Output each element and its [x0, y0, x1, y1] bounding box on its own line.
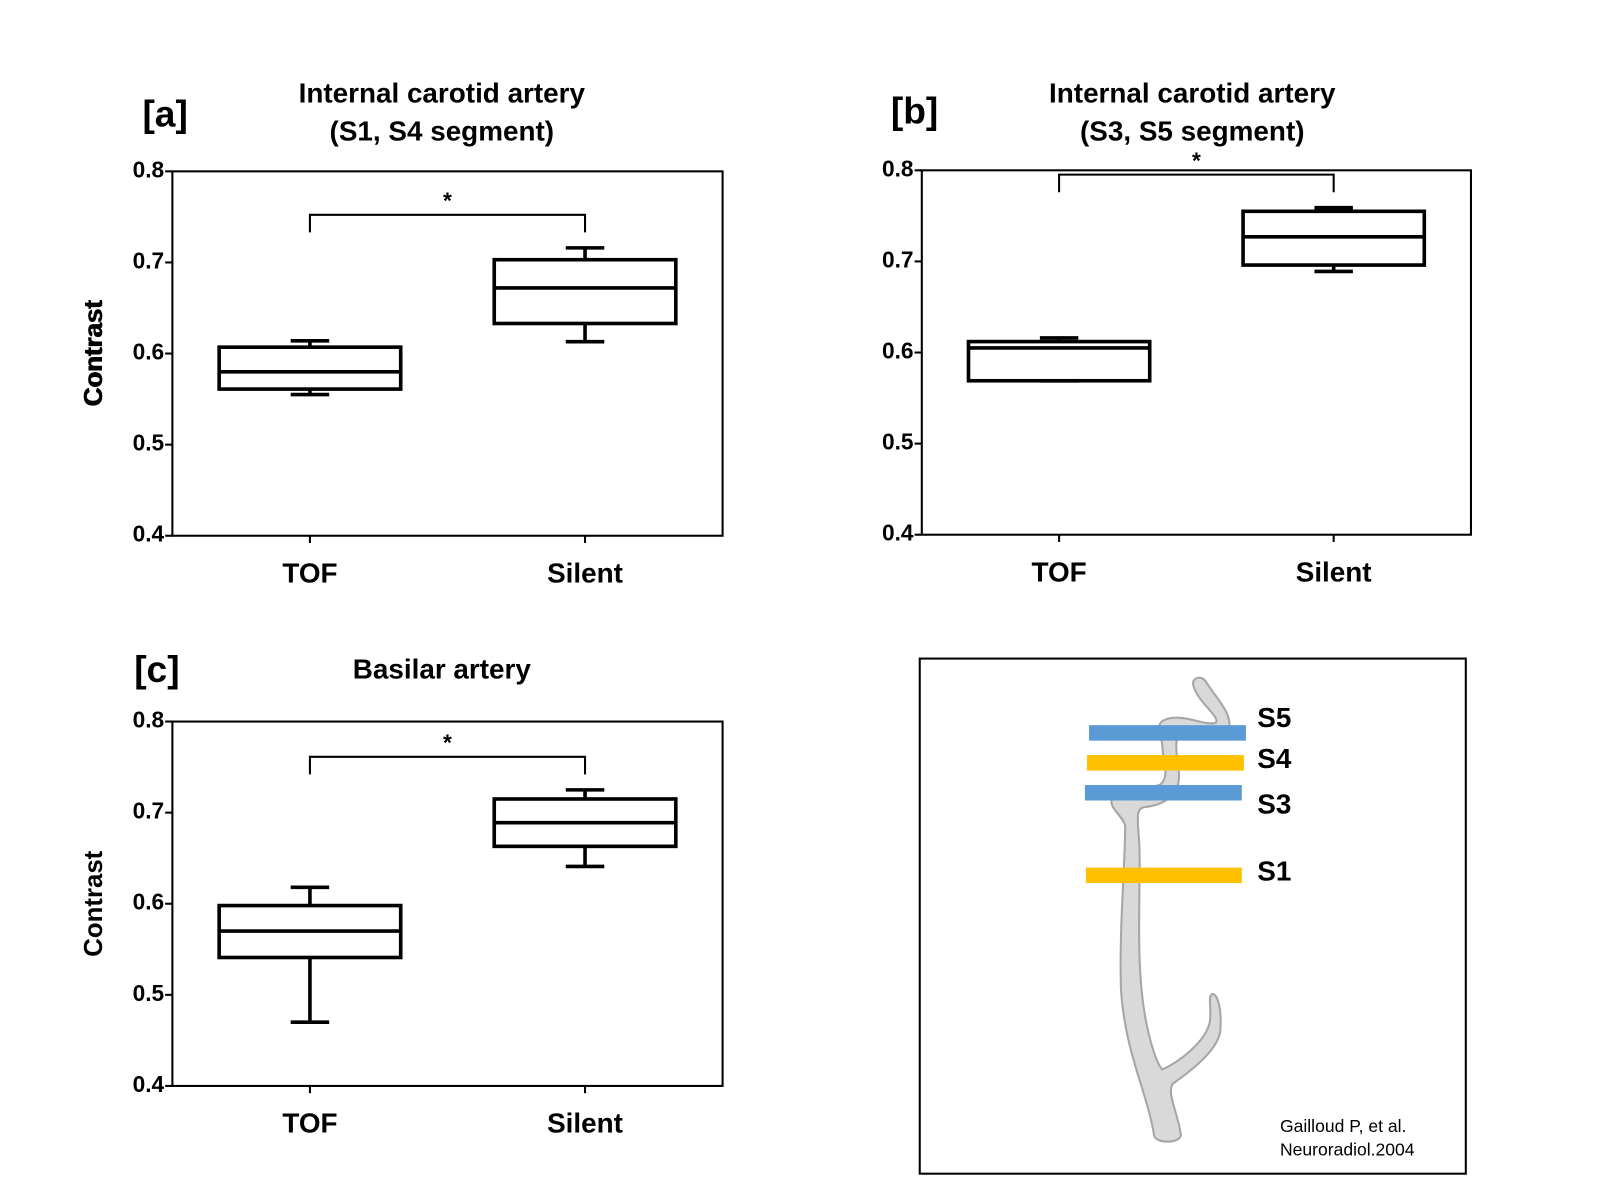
- plot-frame: [171, 720, 724, 1087]
- y-tick-label: 0.8: [133, 707, 165, 733]
- panel-label: [a]: [142, 92, 187, 134]
- x-tick-label: TOF: [282, 1108, 337, 1139]
- y-tick-label: 0.7: [133, 247, 165, 273]
- chart-title: Basilar artery: [353, 653, 532, 684]
- significance-bracket: [308, 755, 587, 775]
- panel-label: [c]: [134, 648, 179, 690]
- y-tick-label: 0.5: [133, 430, 165, 456]
- box: [217, 345, 403, 391]
- box: [966, 339, 1152, 383]
- significance-label: *: [443, 187, 452, 213]
- y-tick-label: 0.8: [882, 155, 914, 181]
- y-axis-label: Contrast: [80, 300, 108, 406]
- plot-frame: [171, 170, 724, 537]
- y-axis-label: Contrast: [80, 850, 108, 956]
- y-tick-label: 0.6: [133, 339, 165, 365]
- y-tick-label: 0.7: [133, 798, 165, 824]
- x-tick-label: Silent: [1296, 556, 1372, 587]
- chart-title: (S3, S5 segment): [1080, 116, 1305, 147]
- x-tick-label: TOF: [1031, 556, 1086, 587]
- x-tick-label: Silent: [547, 557, 623, 588]
- y-tick-label: 0.8: [133, 156, 165, 182]
- panel-label: [b]: [891, 89, 938, 131]
- segment-label: S4: [1257, 743, 1292, 774]
- significance-label: *: [1192, 147, 1201, 173]
- chart-title: Internal carotid artery: [299, 77, 586, 108]
- y-tick-label: 0.4: [133, 1071, 165, 1097]
- x-tick-label: Silent: [547, 1108, 623, 1139]
- diagram-frame: [918, 657, 1467, 1175]
- chart-title: Internal carotid artery: [1049, 77, 1336, 108]
- box: [492, 257, 678, 326]
- y-tick-label: 0.6: [133, 889, 165, 915]
- significance-bracket: [308, 213, 587, 233]
- citation: Neuroradiol.2004: [1280, 1140, 1415, 1160]
- y-tick-label: 0.5: [882, 429, 914, 455]
- citation: Gailloud P, et al.: [1280, 1116, 1406, 1136]
- segment-bar: [1086, 755, 1244, 771]
- segment-bar: [1089, 725, 1246, 741]
- segment-bar: [1085, 867, 1242, 884]
- y-tick-label: 0.6: [882, 338, 914, 364]
- y-tick-label: 0.7: [882, 246, 914, 272]
- y-axis-label: Contrast: [80, 299, 108, 405]
- segment-label: S3: [1257, 789, 1291, 820]
- segment-label: S1: [1257, 856, 1291, 887]
- x-tick-label: TOF: [282, 557, 337, 588]
- significance-bracket: [1058, 173, 1335, 193]
- y-tick-label: 0.4: [882, 520, 914, 546]
- segment-label: S5: [1257, 702, 1291, 733]
- significance-label: *: [443, 729, 452, 755]
- chart-title: (S1, S4 segment): [330, 116, 555, 147]
- plot-frame: [920, 169, 1472, 536]
- segment-bar: [1084, 785, 1242, 801]
- y-tick-label: 0.4: [133, 521, 165, 547]
- y-tick-label: 0.5: [133, 980, 165, 1006]
